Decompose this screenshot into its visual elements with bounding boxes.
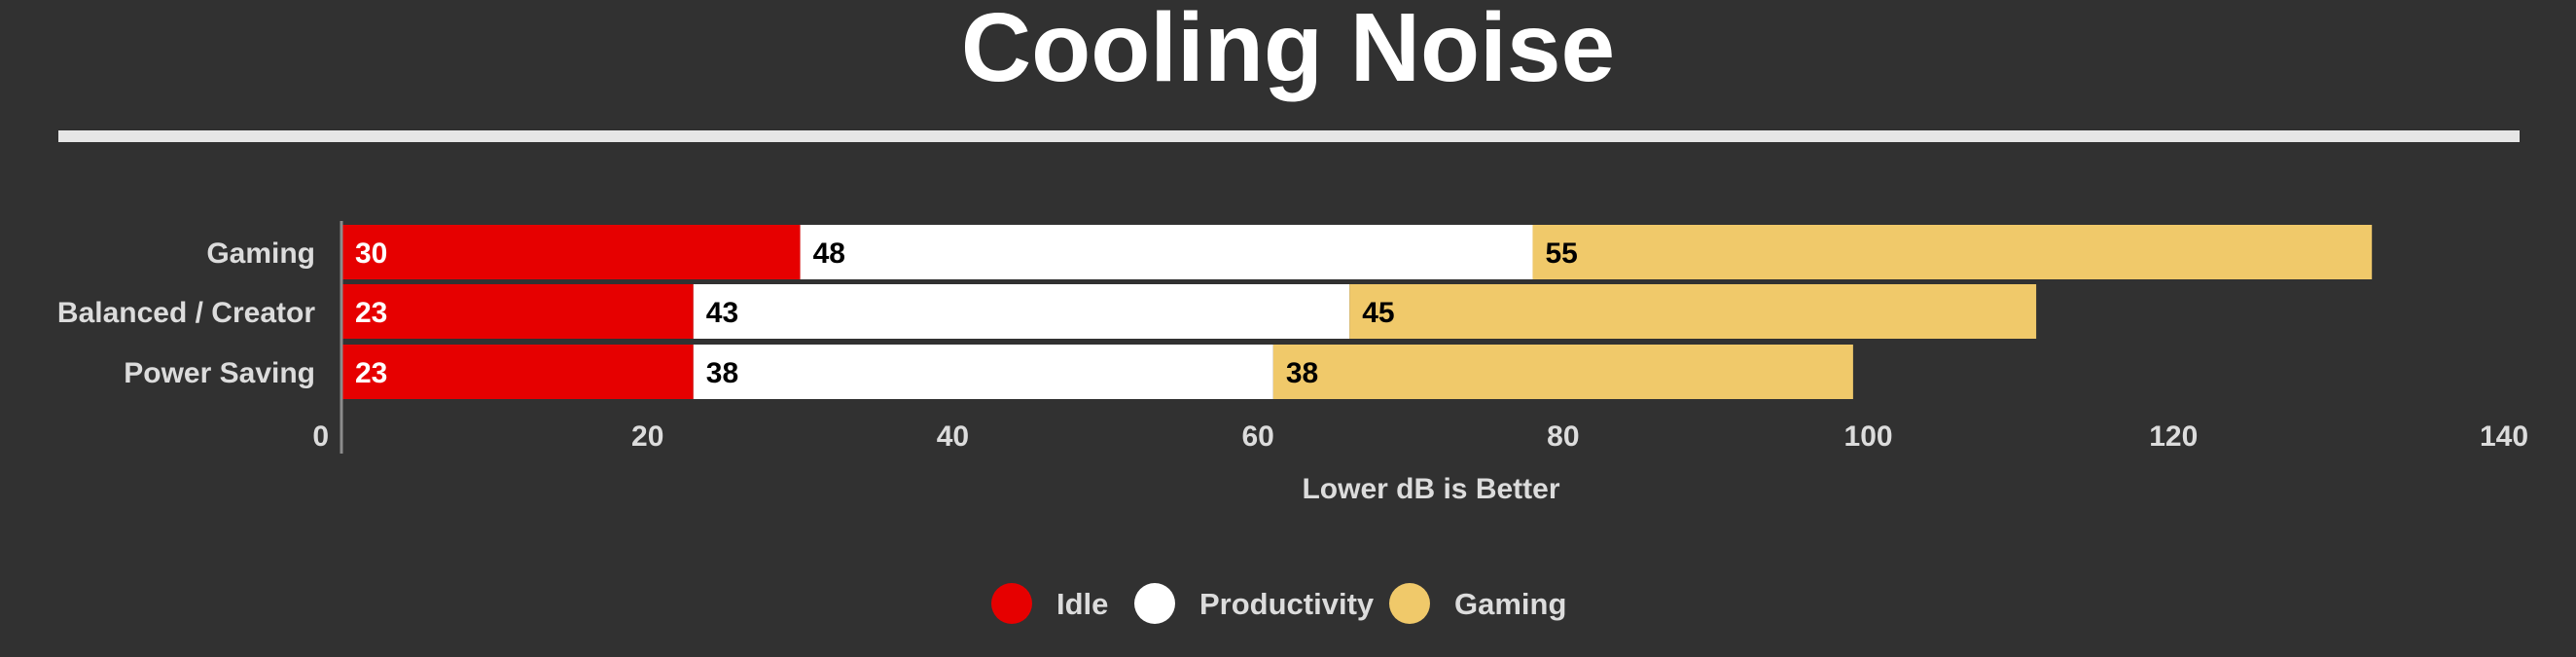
bar-segment <box>342 225 801 279</box>
category-label: Balanced / Creator <box>57 297 315 329</box>
chart-title: Cooling Noise <box>961 0 1615 102</box>
bar-value-label: 45 <box>1362 297 1394 329</box>
x-tick-label: 40 <box>937 420 969 453</box>
bar-value-label: 30 <box>355 237 387 270</box>
bar-segment <box>693 284 1350 339</box>
bar-segment <box>1272 345 1853 399</box>
category-labels: Gaming Balanced / Creator Power Saving <box>57 237 315 389</box>
x-tick-label: 20 <box>631 420 663 453</box>
x-tick-label: 120 <box>2149 420 2198 453</box>
title-divider <box>58 130 2520 142</box>
bar-value-label: 48 <box>813 237 845 270</box>
bar-segment <box>342 284 694 339</box>
bars-layer <box>342 225 2373 399</box>
bar-value-label: 23 <box>355 357 387 389</box>
bar-segment <box>693 345 1273 399</box>
bar-value-label: 38 <box>1286 357 1318 389</box>
x-tick-label: 0 <box>312 420 329 453</box>
bar-segment <box>1532 225 2373 279</box>
legend-marker <box>1389 583 1430 624</box>
bar-value-label: 55 <box>1545 237 1577 270</box>
bar-value-label: 38 <box>706 357 738 389</box>
legend-label: Gaming <box>1454 587 1566 621</box>
category-label: Power Saving <box>124 357 315 389</box>
bar-segment <box>1349 284 2037 339</box>
legend-label: Productivity <box>1199 587 1375 621</box>
x-tick-label: 80 <box>1547 420 1579 453</box>
legend: Idle Productivity Gaming <box>991 583 1566 624</box>
x-tick-label: 140 <box>2480 420 2528 453</box>
legend-label: Idle <box>1056 587 1108 621</box>
category-label: Gaming <box>206 237 315 270</box>
x-tick-label: 60 <box>1241 420 1273 453</box>
x-axis-label: Lower dB is Better <box>1302 473 1559 505</box>
legend-marker <box>991 583 1032 624</box>
bar-value-label: 23 <box>355 297 387 329</box>
bar-value-label: 43 <box>706 297 738 329</box>
bar-segment <box>342 345 694 399</box>
bar-segment <box>800 225 1533 279</box>
x-tick-labels: 0 20 40 60 80 100 120 140 <box>312 420 2528 453</box>
data-labels-layer: 30 48 55 23 43 45 23 38 38 <box>355 237 1578 389</box>
x-tick-label: 100 <box>1844 420 1893 453</box>
legend-marker <box>1134 583 1175 624</box>
